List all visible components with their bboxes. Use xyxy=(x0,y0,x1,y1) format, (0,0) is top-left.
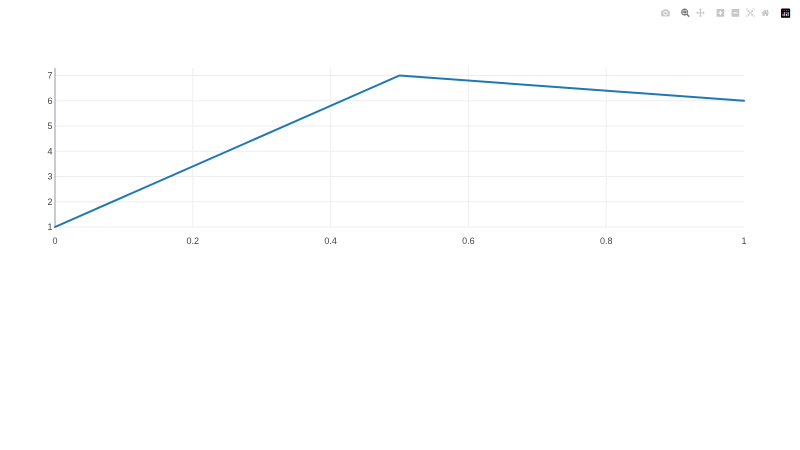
svg-text:1: 1 xyxy=(47,222,52,232)
svg-text:0.4: 0.4 xyxy=(324,236,337,246)
svg-text:0.2: 0.2 xyxy=(187,236,200,246)
svg-text:0.8: 0.8 xyxy=(600,236,613,246)
svg-text:1: 1 xyxy=(741,236,746,246)
svg-text:2: 2 xyxy=(47,197,52,207)
svg-text:3: 3 xyxy=(47,172,52,182)
svg-text:6: 6 xyxy=(47,96,52,106)
svg-text:0: 0 xyxy=(52,236,57,246)
svg-text:5: 5 xyxy=(47,121,52,131)
svg-text:0.6: 0.6 xyxy=(462,236,475,246)
svg-text:7: 7 xyxy=(47,71,52,81)
svg-text:4: 4 xyxy=(47,146,52,156)
